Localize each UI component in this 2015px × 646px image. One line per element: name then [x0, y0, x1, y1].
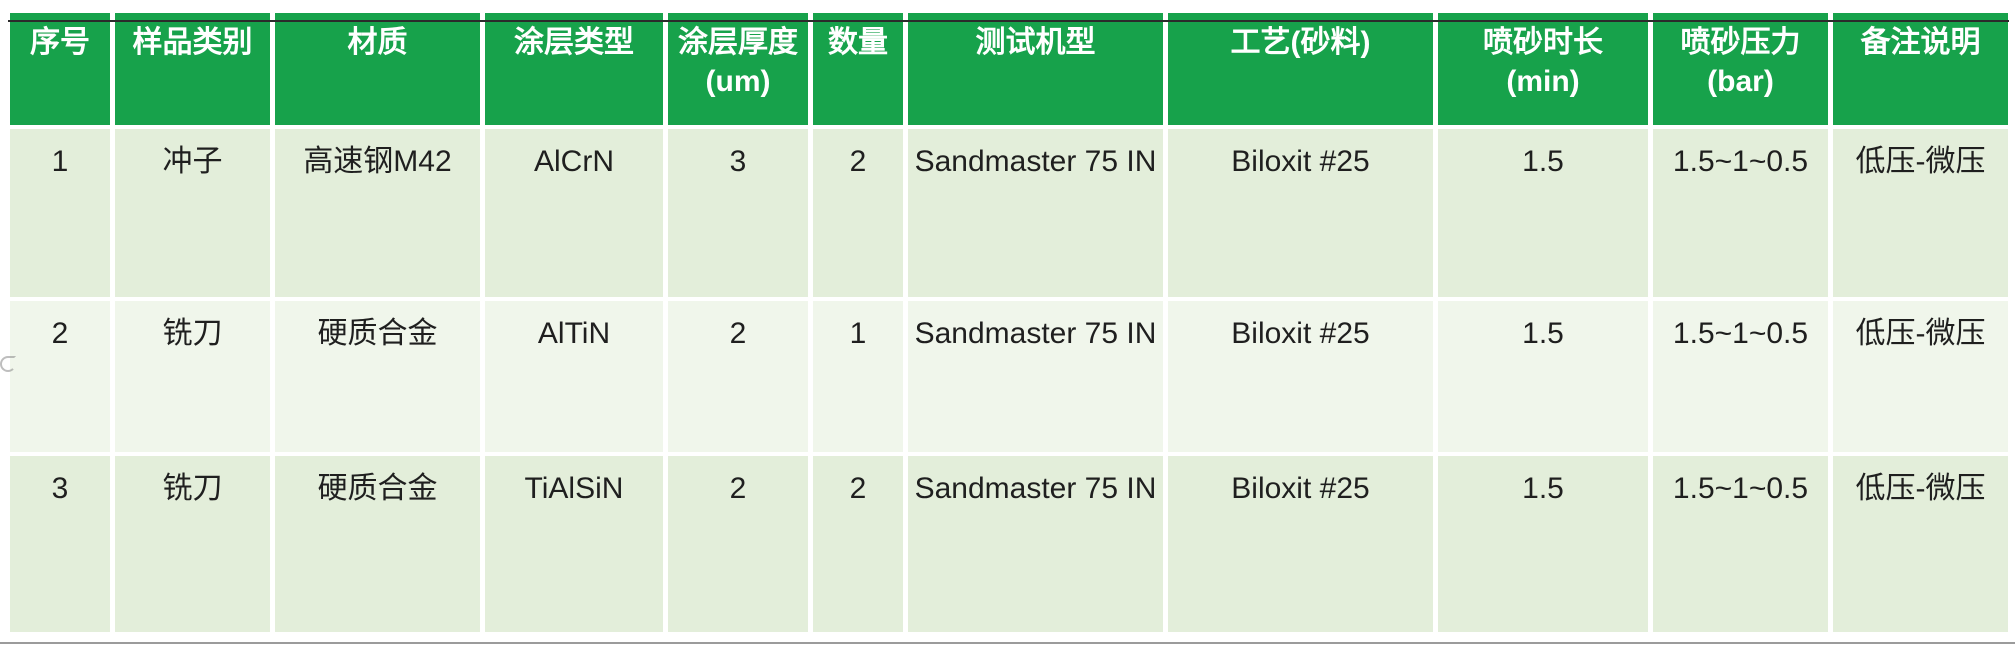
- sandblasting-test-sample-table: 序号 样品类别 材质 涂层类型 涂层厚度 (um) 数量 测试机型 工艺(砂料)…: [5, 9, 2013, 636]
- header-unit: (min): [1506, 65, 1580, 98]
- header-cell-blast-duration: 喷砂时长 (min): [1438, 13, 1648, 125]
- header-label: 涂层厚度: [678, 26, 798, 59]
- cell-remarks: 低压-微压: [1833, 456, 2008, 632]
- cell-quantity: 2: [813, 129, 903, 297]
- header-cell-test-machine: 测试机型: [908, 13, 1163, 125]
- stray-cursor-mark: [0, 356, 16, 372]
- header-label: 数量: [828, 26, 888, 59]
- header-label: 喷砂压力: [1680, 26, 1801, 59]
- cell-process-abrasive: Biloxit #25: [1168, 301, 1433, 452]
- table-row: 2 铣刀 硬质合金 AlTiN 2 1 Sandmaster 75 IN Bil…: [10, 301, 2008, 452]
- header-label: 序号: [30, 26, 90, 59]
- header-label: 样品类别: [132, 26, 253, 59]
- header-cell-blast-pressure: 喷砂压力 (bar): [1653, 13, 1828, 125]
- cell-coating-type: AlCrN: [485, 129, 663, 297]
- header-label: 工艺(砂料): [1230, 26, 1371, 59]
- header-cell-coating-type: 涂层类型: [485, 13, 663, 125]
- header-cell-material: 材质: [275, 13, 480, 125]
- cell-blast-pressure: 1.5~1~0.5: [1653, 301, 1828, 452]
- cell-test-machine: Sandmaster 75 IN: [908, 301, 1163, 452]
- table-top-rule: [8, 20, 2009, 22]
- header-cell-coating-thickness: 涂层厚度 (um): [668, 13, 808, 125]
- header-label: 涂层类型: [514, 26, 634, 59]
- cell-blast-duration: 1.5: [1438, 301, 1648, 452]
- cell-sample-type: 铣刀: [115, 301, 270, 452]
- cell-index: 2: [10, 301, 110, 452]
- header-label: 材质: [347, 26, 408, 59]
- header-cell-remarks: 备注说明: [1833, 13, 2008, 125]
- cell-blast-pressure: 1.5~1~0.5: [1653, 456, 1828, 632]
- cell-sample-type: 冲子: [115, 129, 270, 297]
- cell-sample-type: 铣刀: [115, 456, 270, 632]
- cell-coating-thickness: 2: [668, 301, 808, 452]
- cell-blast-duration: 1.5: [1438, 456, 1648, 632]
- cell-coating-type: AlTiN: [485, 301, 663, 452]
- header-label: 喷砂时长: [1483, 26, 1603, 59]
- cell-coating-thickness: 3: [668, 129, 808, 297]
- header-label: 测试机型: [975, 26, 1096, 59]
- cell-coating-thickness: 2: [668, 456, 808, 632]
- slide-bottom-edge-rule: [0, 642, 2015, 644]
- cell-test-machine: Sandmaster 75 IN: [908, 456, 1163, 632]
- cell-coating-type: TiAlSiN: [485, 456, 663, 632]
- cell-remarks: 低压-微压: [1833, 129, 2008, 297]
- cell-material: 硬质合金: [275, 456, 480, 632]
- header-cell-sample-type: 样品类别: [115, 13, 270, 125]
- header-cell-quantity: 数量: [813, 13, 903, 125]
- cell-quantity: 2: [813, 456, 903, 632]
- cell-index: 1: [10, 129, 110, 297]
- header-row: 序号 样品类别 材质 涂层类型 涂层厚度 (um) 数量 测试机型 工艺(砂料)…: [10, 13, 2008, 125]
- cell-remarks: 低压-微压: [1833, 301, 2008, 452]
- cell-blast-pressure: 1.5~1~0.5: [1653, 129, 1828, 297]
- cell-process-abrasive: Biloxit #25: [1168, 129, 1433, 297]
- cell-index: 3: [10, 456, 110, 632]
- table-row: 3 铣刀 硬质合金 TiAlSiN 2 2 Sandmaster 75 IN B…: [10, 456, 2008, 632]
- header-label: 备注说明: [1860, 26, 1981, 59]
- cell-quantity: 1: [813, 301, 903, 452]
- header-cell-index: 序号: [10, 13, 110, 125]
- cell-material: 硬质合金: [275, 301, 480, 452]
- header-cell-process-abrasive: 工艺(砂料): [1168, 13, 1433, 125]
- table-row: 1 冲子 高速钢M42 AlCrN 3 2 Sandmaster 75 IN B…: [10, 129, 2008, 297]
- cell-test-machine: Sandmaster 75 IN: [908, 129, 1163, 297]
- header-unit: (bar): [1707, 65, 1774, 98]
- cell-process-abrasive: Biloxit #25: [1168, 456, 1433, 632]
- header-unit: (um): [705, 65, 771, 98]
- cell-blast-duration: 1.5: [1438, 129, 1648, 297]
- cell-material: 高速钢M42: [275, 129, 480, 297]
